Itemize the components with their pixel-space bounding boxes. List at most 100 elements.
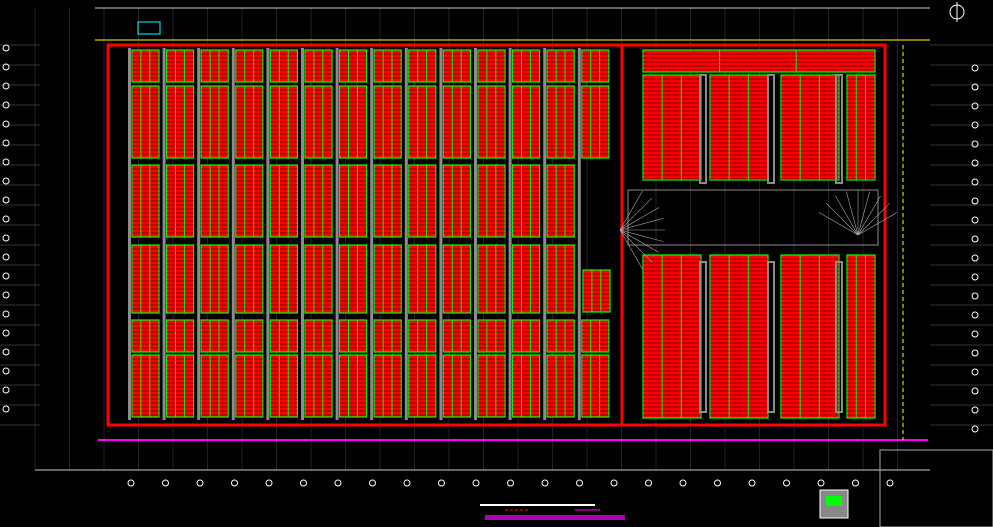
aisle [231, 48, 235, 420]
rack [780, 254, 840, 419]
rack [642, 254, 702, 419]
axis-bubble-icon [2, 44, 10, 52]
axis-bubble-icon [971, 406, 979, 414]
aisle [699, 74, 707, 184]
aisle [699, 261, 707, 413]
axis-bubble-icon [971, 349, 979, 357]
axis-bubble-icon [472, 479, 480, 487]
rack [846, 74, 876, 181]
axis-bubble-icon [886, 479, 894, 487]
aisle [404, 48, 408, 420]
rack [442, 354, 471, 418]
rack [200, 354, 229, 418]
axis-bubble-icon [2, 82, 10, 90]
axis-bubble-icon [971, 387, 979, 395]
title-block-stamp [826, 496, 842, 506]
axis-bubble-icon [2, 272, 10, 280]
sprinkler-radius [619, 229, 660, 253]
axis-bubble-icon [971, 140, 979, 148]
sprinkler-radius [619, 218, 664, 231]
sprinkler-radius [857, 202, 891, 236]
loading-area [627, 189, 879, 246]
axis-bubble-icon [971, 425, 979, 433]
sprinkler-radius [857, 195, 881, 236]
aisle [301, 48, 304, 420]
rack [408, 354, 437, 418]
axis-bubble-icon [2, 120, 10, 128]
axis-bubble-icon [748, 479, 756, 487]
axis-bubble-icon [971, 273, 979, 281]
aisle [508, 48, 512, 420]
sprinkler-radius [846, 191, 859, 236]
rack [408, 244, 437, 314]
axis-bubble-icon [645, 479, 652, 487]
axis-bubble-icon [300, 479, 307, 487]
rack [582, 269, 611, 313]
aisle [266, 48, 270, 420]
axis-bubble-icon [971, 292, 979, 300]
rack [477, 244, 506, 314]
rack [442, 244, 471, 314]
axis-bubble-icon [2, 196, 10, 204]
axis-bubble-icon [971, 102, 979, 110]
axis-bubble-icon [2, 367, 10, 375]
axis-bubble-icon [231, 479, 238, 487]
axis-bubble-icon [714, 479, 721, 487]
rack [235, 354, 264, 418]
rack [339, 354, 368, 418]
axis-bubble-icon [2, 310, 10, 318]
axis-bubble-icon [971, 368, 979, 376]
axis-bubble-icon [610, 479, 618, 487]
rack [373, 244, 402, 314]
aisle [162, 48, 166, 420]
sprinkler-radius [835, 195, 859, 236]
axis-bubble-icon [971, 254, 979, 262]
axis-bubble-icon [2, 177, 10, 185]
aisle [767, 261, 775, 413]
aisle [335, 48, 339, 420]
legend-note [485, 515, 625, 520]
rack [477, 354, 506, 418]
axis-bubble-icon [576, 479, 583, 487]
rack [166, 244, 195, 314]
axis-bubble-icon [507, 479, 514, 487]
title-block [879, 449, 993, 527]
rack [373, 354, 402, 418]
aisle [835, 261, 843, 413]
sprinkler-radius [619, 229, 653, 263]
axis-bubble-icon [971, 235, 979, 243]
axis-bubble-icon [2, 405, 10, 413]
sprinkler-radius [619, 197, 653, 231]
sprinkler-radius [619, 229, 664, 242]
axis-bubble-icon [2, 348, 10, 356]
axis-bubble-icon [334, 479, 342, 487]
rack [269, 354, 298, 418]
axis-bubble-icon [162, 479, 169, 487]
axis-bubble-icon [852, 479, 859, 487]
axis-bubble-icon [541, 479, 549, 487]
rack [511, 244, 541, 314]
sprinkler-radius [825, 202, 859, 236]
rack [846, 254, 876, 419]
aisle [370, 48, 374, 420]
rack [642, 74, 702, 181]
rack [269, 244, 298, 314]
axis-bubble-icon [679, 479, 687, 487]
aisle [767, 74, 775, 184]
rack [166, 354, 195, 418]
axis-bubble-icon [971, 178, 979, 186]
aisle [835, 74, 843, 184]
rack [709, 74, 769, 181]
sprinkler-radius [857, 212, 898, 236]
axis-bubble-icon [2, 291, 10, 299]
axis-bubble-icon [196, 479, 204, 487]
axis-bubble-icon [971, 330, 979, 338]
axis-bubble-icon [817, 479, 825, 487]
axis-bubble-icon [2, 215, 10, 223]
rack [546, 354, 575, 418]
sprinkler-radius [619, 207, 660, 231]
aisle [128, 48, 131, 420]
axis-bubble-icon [2, 329, 10, 337]
axis-bubble-icon [971, 159, 979, 167]
